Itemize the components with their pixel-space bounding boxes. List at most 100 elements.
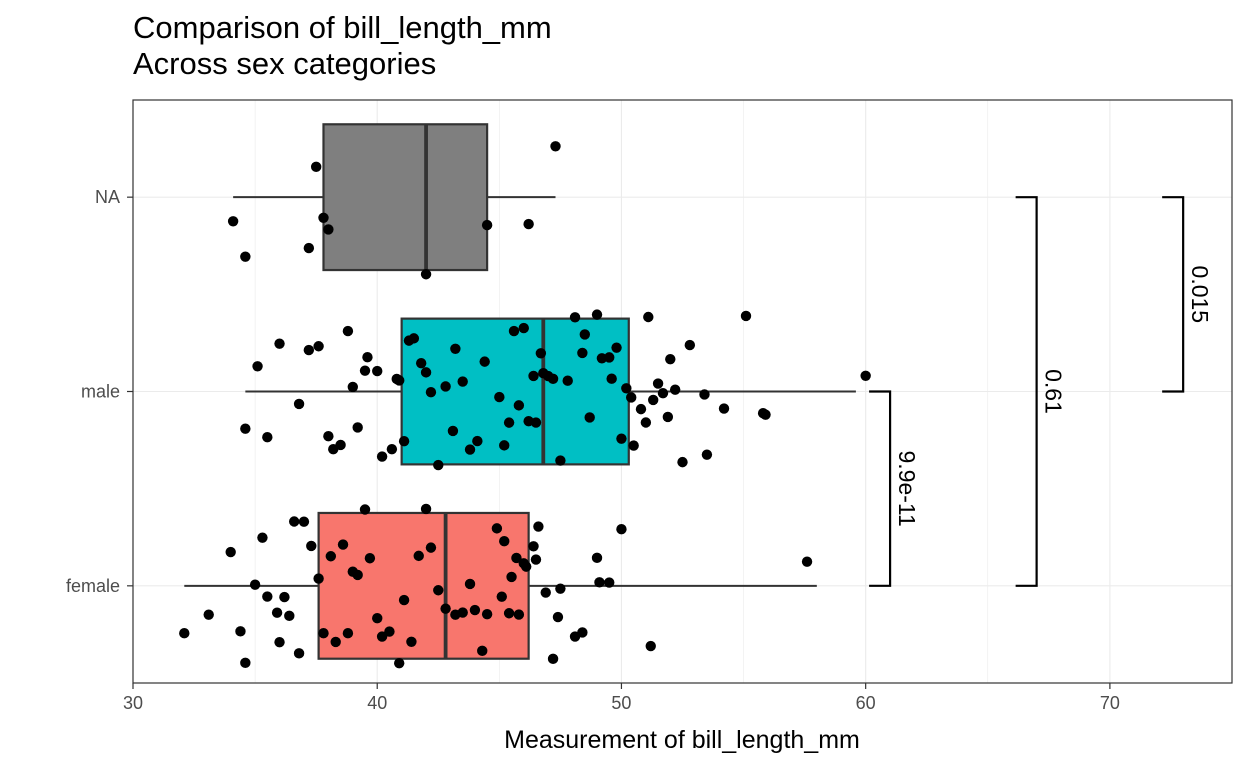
data-point — [699, 389, 710, 400]
data-point — [604, 352, 615, 363]
data-point — [306, 540, 317, 552]
data-point — [420, 503, 432, 515]
data-point — [450, 343, 461, 354]
data-point — [318, 627, 329, 639]
x-tick-label: 50 — [611, 693, 631, 713]
data-point — [616, 524, 627, 535]
data-point — [506, 571, 517, 583]
data-point — [313, 341, 324, 352]
data-point — [477, 645, 488, 657]
data-point — [337, 539, 349, 550]
data-point — [376, 451, 388, 462]
data-point — [433, 585, 444, 596]
x-tick-label: 30 — [123, 693, 143, 713]
data-point — [352, 569, 363, 581]
data-point — [616, 433, 627, 444]
data-point — [528, 541, 539, 552]
data-point — [472, 435, 483, 447]
data-point — [547, 373, 559, 384]
box-male — [400, 317, 630, 466]
data-point — [528, 370, 539, 382]
data-point — [530, 554, 542, 565]
data-point — [179, 628, 190, 639]
data-point — [323, 431, 334, 442]
data-point — [386, 443, 398, 455]
data-point — [364, 553, 376, 564]
data-point — [635, 403, 647, 415]
data-point — [415, 357, 427, 369]
data-point — [398, 436, 410, 447]
chart-title: Comparison of bill_length_mm — [133, 10, 552, 45]
data-point — [323, 224, 334, 235]
p-value-label: 0.015 — [1187, 266, 1213, 324]
x-axis-title: Measurement of bill_length_mm — [504, 726, 860, 754]
data-point — [464, 444, 476, 455]
data-point — [523, 218, 534, 230]
data-point — [611, 342, 622, 353]
data-point — [457, 607, 468, 618]
data-point — [503, 608, 515, 619]
chart-subtitle: Across sex categories — [133, 46, 437, 81]
y-tick-label: female — [66, 576, 120, 596]
data-point — [252, 361, 263, 372]
data-point — [469, 604, 481, 616]
x-tick-label: 70 — [1100, 693, 1120, 713]
bracket-layer: 9.9e-11 0.61 0.015 — [869, 196, 1213, 587]
data-point — [628, 440, 639, 451]
data-point — [293, 398, 305, 410]
data-point — [594, 577, 605, 588]
data-point — [240, 657, 251, 669]
data-point — [303, 242, 315, 254]
data-point — [240, 251, 251, 262]
data-point — [643, 311, 654, 323]
data-point — [342, 325, 354, 337]
significance-bracket — [1015, 196, 1038, 587]
x-tick-label: 40 — [367, 693, 387, 713]
data-point — [359, 504, 371, 515]
data-point — [420, 367, 432, 378]
data-point — [677, 456, 688, 468]
y-tick-label: NA — [95, 187, 120, 207]
data-point — [262, 431, 273, 443]
data-point — [511, 552, 522, 564]
data-point — [591, 552, 603, 564]
data-point — [604, 577, 615, 588]
data-point — [384, 626, 395, 637]
data-point — [669, 384, 681, 395]
data-point — [535, 348, 547, 359]
data-point — [508, 325, 520, 337]
data-point — [665, 353, 676, 365]
data-point — [225, 546, 236, 558]
data-point — [584, 412, 595, 423]
data-point — [433, 459, 444, 471]
data-point — [513, 400, 525, 411]
data-point — [579, 329, 591, 340]
data-point — [235, 626, 246, 637]
data-point — [740, 310, 752, 322]
data-point — [227, 216, 239, 227]
data-point — [499, 440, 510, 451]
data-point — [372, 365, 383, 377]
data-point — [408, 333, 420, 344]
data-point — [481, 219, 493, 231]
data-point — [298, 516, 310, 527]
data-point — [860, 370, 871, 381]
data-point — [513, 609, 525, 620]
data-point — [440, 381, 451, 392]
data-point — [318, 212, 329, 223]
data-point — [406, 636, 417, 647]
data-point — [621, 383, 632, 394]
y-tick-label: male — [81, 382, 120, 402]
data-point — [518, 322, 529, 334]
box-female — [317, 511, 530, 660]
box-layer — [184, 123, 856, 660]
data-point — [288, 516, 300, 527]
data-point — [262, 591, 273, 602]
data-point — [303, 344, 315, 356]
data-point — [640, 417, 652, 428]
data-point — [540, 587, 551, 598]
data-point — [203, 609, 214, 620]
data-point — [249, 579, 261, 590]
p-value-label: 0.61 — [1041, 369, 1067, 414]
